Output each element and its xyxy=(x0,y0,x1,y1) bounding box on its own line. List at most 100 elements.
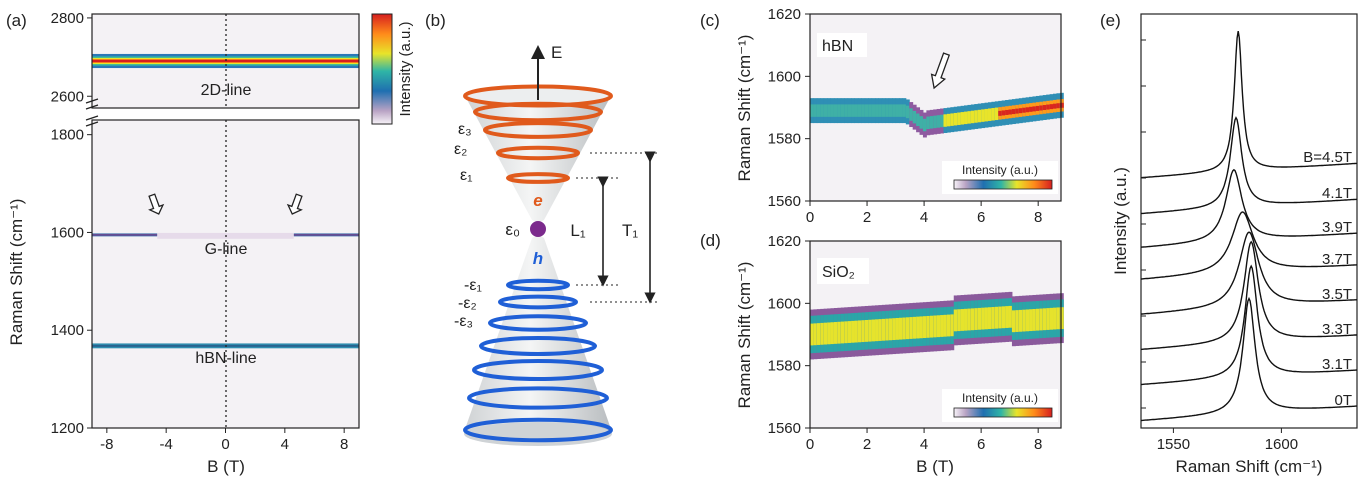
x-tick-label-c: 4 xyxy=(920,209,928,226)
y-tick-label-d: 1600 xyxy=(768,295,801,312)
heatmap-c-core xyxy=(820,104,825,117)
heatmap-d-core xyxy=(1042,308,1047,331)
heatmap-d-band xyxy=(810,291,1064,360)
level-label-e2: ε₂ xyxy=(454,141,467,158)
heatmap-d-core xyxy=(916,316,921,339)
heatmap-c-core xyxy=(875,104,879,117)
heatmap-d-core xyxy=(813,323,818,346)
heatmap-d-core xyxy=(950,314,955,337)
inset-colorbar-d xyxy=(953,407,1053,418)
heatmap-c-core xyxy=(953,112,958,126)
heatmap-c-peak xyxy=(1025,107,1030,113)
spectrum-line xyxy=(1140,168,1357,248)
heatmap-d-core xyxy=(892,318,897,341)
axis-break-mark xyxy=(85,98,99,110)
heatmap-d-core xyxy=(810,323,814,346)
heatmap-d-core xyxy=(984,307,989,330)
heatmap-c-core xyxy=(909,108,914,121)
label-box-c xyxy=(817,33,867,57)
xlabel-a: B (T) xyxy=(207,457,245,476)
heatmap-c-core xyxy=(984,108,989,122)
panel-d: (d) SiO₂ Intensity (a.u.) 0 2 4 6 8 1560 1580 1… xyxy=(700,231,1064,476)
heatmap-d-core xyxy=(1025,309,1030,332)
heatmap-d-core xyxy=(946,314,951,337)
heatmap-d-core xyxy=(881,318,886,341)
level-label-minus-e2: -ε₂ xyxy=(458,295,477,312)
heatmap-c-core xyxy=(943,114,948,127)
hole-label: h xyxy=(533,249,543,268)
heatmap-d-core xyxy=(905,317,910,340)
heatmap-c-peak xyxy=(1018,108,1023,114)
heatmap-c-core xyxy=(940,114,944,128)
electron-level-ring xyxy=(506,172,570,184)
hollow-arrow xyxy=(286,193,303,215)
line-label-hbn: hBN-line xyxy=(195,350,256,367)
heatmap-c-core xyxy=(936,115,941,128)
heatmap-d-core xyxy=(943,314,948,337)
heatmap-d-core xyxy=(987,307,992,330)
heatmap-d-core xyxy=(868,319,873,342)
electron-level-ring xyxy=(496,145,580,161)
lower-cone-base xyxy=(464,422,612,446)
y-tick-label-a: 1400 xyxy=(51,322,84,339)
heatmap-d-core xyxy=(837,321,842,344)
panel-a: (a) 2D-line G-line hBN-line -8 -4 0 4 826002… xyxy=(6,10,414,476)
spectrum-label: 0T xyxy=(1334,392,1352,409)
heatmap-c-peak xyxy=(1046,104,1051,110)
axis-break-mark xyxy=(85,115,99,127)
heatmap-c-core xyxy=(810,104,814,117)
heatmap-d-core xyxy=(864,320,869,342)
heatmap-c-frame xyxy=(809,13,1062,202)
upper-cone xyxy=(464,87,612,222)
spectrum-label: 4.1T xyxy=(1322,185,1352,202)
heatmap-c-peak xyxy=(1049,104,1054,110)
ylabel-a: Raman Shift (cm⁻¹) xyxy=(7,199,26,346)
heatmap-d-core xyxy=(909,317,914,339)
heatmap-c-peak xyxy=(1032,106,1037,112)
level-label-e1: ε₁ xyxy=(460,167,473,184)
panel-label-c: (c) xyxy=(700,11,720,30)
electron-label: e xyxy=(533,191,542,210)
heatmap-d-core xyxy=(827,322,832,345)
heatmap-c-core xyxy=(898,104,903,117)
hole-level-ring xyxy=(506,278,570,292)
heatmap-c-core xyxy=(964,111,968,125)
heatmap-c-core xyxy=(902,104,907,117)
panel-b: (b) ε₀ e h E ε₃ ε₂ ε₁ -ε₁ -ε₂ -ε₃ L₁ T₁ xyxy=(425,11,658,446)
heatmap-c-core xyxy=(895,104,900,117)
hole-level-ring xyxy=(463,417,613,443)
spectrum-label: 3.1T xyxy=(1322,356,1352,373)
y-tick-label-c: 1620 xyxy=(768,6,801,23)
x-tick-label-a: -8 xyxy=(100,436,113,453)
ylabel-c: Raman Shift (cm⁻¹) xyxy=(735,35,754,182)
x-tick-label-a: 8 xyxy=(340,436,348,453)
heatmap-d-core xyxy=(933,315,938,338)
panel-c: (c) hBN Intensity (a.u.) 0 2 4 6 8 1560 1580 16… xyxy=(700,6,1064,226)
heatmap-d-frame xyxy=(809,240,1062,429)
colorbar xyxy=(371,13,393,125)
heatmap-d-core xyxy=(885,318,890,341)
heatmap-c-core xyxy=(878,104,883,117)
y-tick-label-d: 1560 xyxy=(768,420,801,437)
heatmap-c-core xyxy=(823,104,828,117)
energy-axis-label: E xyxy=(551,43,562,62)
heatmap-c-peak xyxy=(1039,105,1044,111)
heatmap-c-core xyxy=(813,104,818,117)
ylabel-e: Intensity (a.u.) xyxy=(1111,167,1130,275)
transition-label-L1: L₁ xyxy=(570,221,585,240)
heatmap-c-core xyxy=(987,108,992,121)
x-tick-label-d: 0 xyxy=(806,436,814,453)
heatmap-c-core xyxy=(957,112,962,125)
spectrum-line xyxy=(1140,211,1358,280)
y-tick-label-a: 2800 xyxy=(51,10,84,27)
heatmap-d-core xyxy=(898,317,903,340)
heatmap-c-core xyxy=(857,104,862,117)
heatmap-d-core xyxy=(1022,309,1027,332)
y-tick-label-a: 1600 xyxy=(51,224,84,241)
sample-label-c: hBN xyxy=(822,38,853,55)
arrow-c xyxy=(930,52,951,90)
heatmap-d-core xyxy=(844,321,849,344)
heatmap-d-core xyxy=(820,322,825,345)
zero-landau-level xyxy=(530,221,546,237)
